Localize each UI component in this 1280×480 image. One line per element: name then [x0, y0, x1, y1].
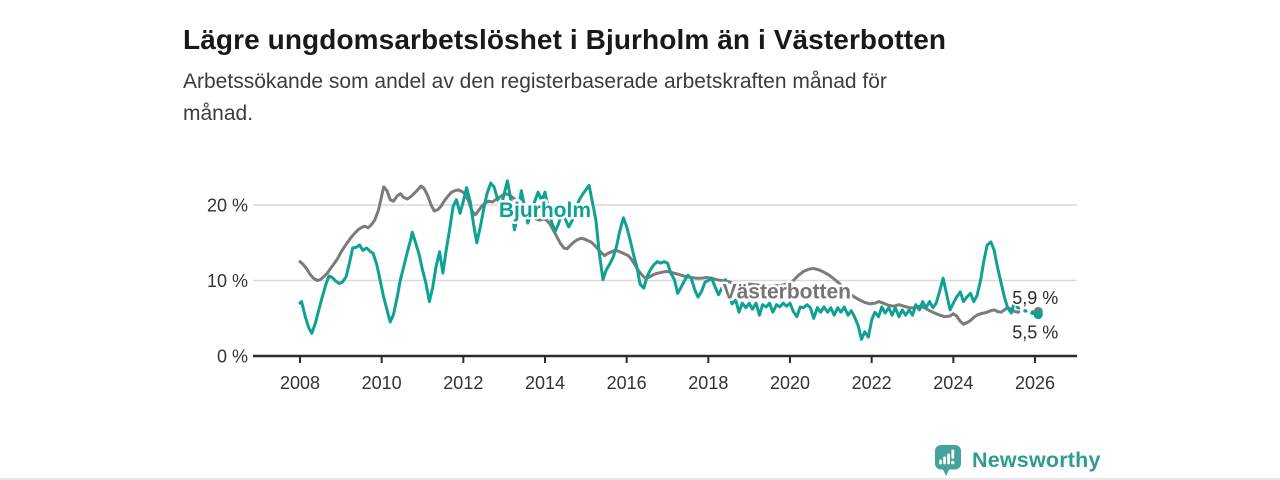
x-tick-label-2014: 2014: [525, 373, 565, 393]
x-tick-label-2016: 2016: [607, 373, 647, 393]
x-tick-label-2022: 2022: [852, 373, 892, 393]
series-label-vsterbotten: Västerbotten: [723, 281, 851, 304]
newsworthy-logo[interactable]: Newsworthy: [933, 444, 1101, 477]
x-tick-label-2018: 2018: [688, 373, 728, 393]
x-tick-label-2012: 2012: [443, 373, 483, 393]
vsterbotten-line: [298, 184, 1020, 326]
end-value-label-bjurholm: 5,5 %: [1012, 322, 1058, 342]
page-title: Lägre ungdomsarbetslöshet i Bjurholm än …: [183, 23, 947, 55]
line-chart: 2008 2010 2012 2014 2016 2018 2020 2022 2024 2026…: [207, 179, 1077, 393]
y-tick-label-10: 10 %: [207, 271, 248, 291]
x-tick-label-2024: 2024: [933, 373, 973, 393]
x-tick-label-2008: 2008: [280, 373, 320, 393]
subtitle-line-2: månad.: [183, 101, 254, 125]
end-value-label-vsterbotten: 5,9 %: [1012, 288, 1058, 308]
x-tick-label-2026: 2026: [1015, 373, 1055, 393]
y-tick-label-20: 20 %: [207, 196, 248, 216]
x-tick-label-2010: 2010: [362, 373, 402, 393]
bjurholm-end-dot: [1033, 309, 1043, 320]
series-label-bjurholm: Bjurholm: [499, 199, 591, 222]
x-tick-label-2020: 2020: [770, 373, 810, 393]
newsworthy-logo-text: Newsworthy: [972, 448, 1101, 472]
subtitle-line-1: Arbetssökande som andel av den registerb…: [183, 70, 887, 93]
newsworthy-logo-icon: [935, 445, 961, 476]
bjurholm-line: [298, 179, 1020, 341]
y-tick-label-0: 0 %: [217, 347, 248, 367]
chart-subtitle: Arbetssökande som andel av den registerb…: [183, 66, 1063, 130]
